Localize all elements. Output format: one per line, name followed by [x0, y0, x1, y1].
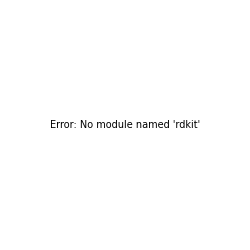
Text: Error: No module named 'rdkit': Error: No module named 'rdkit' [50, 120, 200, 130]
